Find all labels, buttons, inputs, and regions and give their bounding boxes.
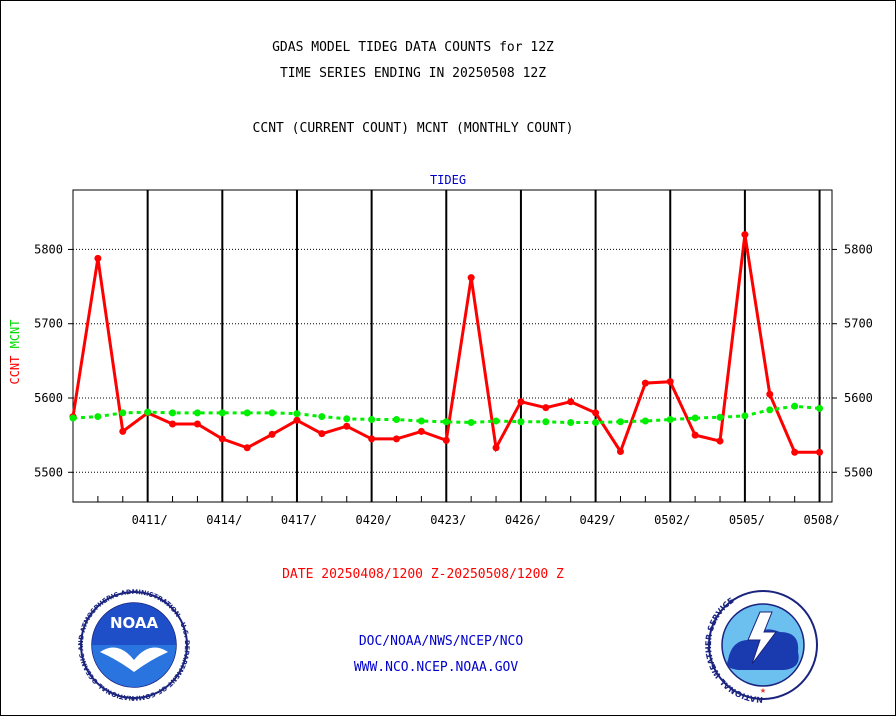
data-point-mcnt xyxy=(268,409,276,417)
data-point-ccnt xyxy=(641,379,649,387)
y-label-ccnt: CCNT xyxy=(8,356,22,385)
y-tick-label-left: 5500 xyxy=(34,465,63,479)
data-point-mcnt xyxy=(417,417,425,425)
noaa-logo: NATIONAL OCEANIC AND ATMOSPHERIC ADMINIS… xyxy=(0,0,191,702)
data-point-mcnt xyxy=(144,408,152,416)
website-link[interactable]: WWW.NCO.NCEP.NOAA.GOV xyxy=(354,660,519,675)
data-point-ccnt xyxy=(616,447,624,455)
data-point-ccnt xyxy=(193,420,201,428)
data-point-mcnt xyxy=(816,404,824,412)
data-point-mcnt xyxy=(69,414,77,422)
data-point-mcnt xyxy=(293,410,301,418)
data-point-mcnt xyxy=(791,402,799,410)
data-point-ccnt xyxy=(343,422,351,430)
x-tick-label: 0417/ xyxy=(281,513,317,527)
y-label-mcnt: MCNT xyxy=(8,319,22,348)
x-tick-label: 0502/ xyxy=(654,513,690,527)
x-tick-label: 0411/ xyxy=(132,513,168,527)
data-point-ccnt xyxy=(442,436,450,444)
plot-border xyxy=(72,189,833,503)
data-point-mcnt xyxy=(343,415,351,423)
data-point-ccnt xyxy=(492,444,500,452)
data-point-ccnt xyxy=(417,427,425,435)
data-point-mcnt xyxy=(567,419,575,427)
data-point-mcnt xyxy=(616,418,624,426)
header-title: GDAS MODEL TIDEG DATA COUNTS for 12Z xyxy=(272,40,554,55)
data-point-mcnt xyxy=(766,406,774,414)
data-point-mcnt xyxy=(741,412,749,420)
x-tick-label: 0414/ xyxy=(206,513,242,527)
data-point-ccnt xyxy=(393,435,401,443)
data-point-mcnt xyxy=(691,414,699,422)
data-point-mcnt xyxy=(641,417,649,425)
data-point-ccnt xyxy=(218,435,226,443)
data-point-ccnt xyxy=(169,420,177,428)
y-axis-label-group: CCNT MCNT xyxy=(8,319,22,384)
data-point-ccnt xyxy=(592,409,600,417)
noaa-ring-text: NATIONAL OCEANIC AND ATMOSPHERIC ADMINIS… xyxy=(0,0,191,702)
data-point-ccnt xyxy=(791,448,799,456)
plot-title: TIDEG xyxy=(430,173,466,187)
y-tick-label-left: 5800 xyxy=(34,242,63,256)
y-tick-label-left: 5700 xyxy=(34,317,63,331)
data-point-ccnt xyxy=(268,430,276,438)
data-point-mcnt xyxy=(716,413,724,421)
data-point-mcnt xyxy=(393,416,401,424)
data-point-ccnt xyxy=(368,435,376,443)
data-point-ccnt xyxy=(467,274,475,282)
plot-area: 5500 5500 5600 5600 5700 5700 5800 5800 0411/041… xyxy=(34,189,873,527)
data-point-ccnt xyxy=(741,231,749,239)
data-point-mcnt xyxy=(442,418,450,426)
header-subtitle: TIME SERIES ENDING IN 20250508 12Z xyxy=(280,66,546,81)
data-point-ccnt xyxy=(517,398,525,406)
data-point-mcnt xyxy=(243,409,251,417)
x-tick-label: 0423/ xyxy=(430,513,466,527)
data-point-mcnt xyxy=(492,417,500,425)
data-point-mcnt xyxy=(467,419,475,427)
data-point-ccnt xyxy=(119,427,127,435)
data-point-mcnt xyxy=(592,419,600,427)
x-tick-label: 0508/ xyxy=(803,513,839,527)
x-tick-label: 0426/ xyxy=(505,513,541,527)
x-tick-label: 0505/ xyxy=(729,513,765,527)
y-tick-label-left: 5600 xyxy=(34,391,63,405)
header-legend-desc: CCNT (CURRENT COUNT) MCNT (MONTHLY COUNT… xyxy=(253,121,574,136)
data-point-ccnt xyxy=(318,430,326,438)
data-point-ccnt xyxy=(766,390,774,398)
data-point-mcnt xyxy=(517,418,525,426)
data-point-mcnt xyxy=(368,416,376,424)
data-point-mcnt xyxy=(542,418,550,426)
data-point-ccnt xyxy=(94,254,102,262)
y-tick-label-right: 5800 xyxy=(844,242,873,256)
data-point-ccnt xyxy=(243,444,251,452)
y-tick-label-right: 5500 xyxy=(844,465,873,479)
y-tick-label-right: 5700 xyxy=(844,317,873,331)
x-tick-label: 0429/ xyxy=(580,513,616,527)
data-point-mcnt xyxy=(94,413,102,421)
org-path: DOC/NOAA/NWS/NCEP/NCO xyxy=(359,634,524,649)
data-point-mcnt xyxy=(666,416,674,424)
data-point-ccnt xyxy=(666,378,674,386)
data-point-ccnt xyxy=(691,431,699,439)
data-point-mcnt xyxy=(169,409,177,417)
star-icon: ★ xyxy=(760,685,766,696)
data-point-mcnt xyxy=(119,409,127,417)
data-point-ccnt xyxy=(816,448,824,456)
data-point-mcnt xyxy=(318,413,326,421)
noaa-logo-text: NOAA xyxy=(110,614,159,632)
data-point-ccnt xyxy=(293,416,301,424)
data-point-mcnt xyxy=(193,409,201,417)
data-point-mcnt xyxy=(218,409,226,417)
date-range: DATE 20250408/1200 Z-20250508/1200 Z xyxy=(282,567,564,582)
y-tick-label-right: 5600 xyxy=(844,391,873,405)
x-tick-label: 0420/ xyxy=(356,513,392,527)
data-point-ccnt xyxy=(542,404,550,412)
nws-logo: NATIONAL WEATHER SERVICE ★ xyxy=(704,590,818,704)
data-point-ccnt xyxy=(716,437,724,445)
data-point-ccnt xyxy=(567,398,575,406)
